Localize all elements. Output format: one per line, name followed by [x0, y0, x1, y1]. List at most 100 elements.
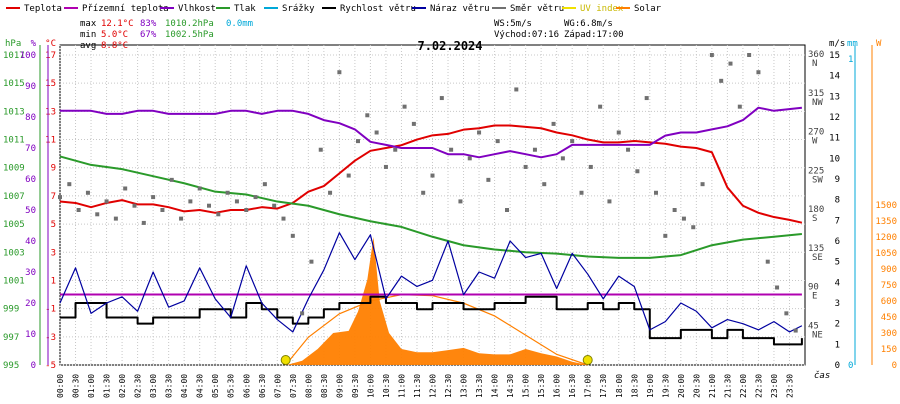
- pct-tick-label: 60: [25, 175, 36, 185]
- w-tick-label: 1050: [875, 249, 897, 259]
- time-tick-label: 23:30: [785, 374, 794, 398]
- stat-max-hum: 83%: [140, 19, 157, 29]
- wind-direction-point: [356, 139, 360, 144]
- time-tick-label: 04:00: [180, 374, 189, 398]
- wind-direction-point: [486, 177, 491, 182]
- dir-tick-label: 45: [808, 321, 819, 331]
- wind-direction-point: [570, 139, 575, 144]
- time-tick-label: 12:00: [429, 374, 438, 398]
- hpa-unit-label: hPa: [5, 39, 21, 49]
- wind-direction-point: [514, 87, 519, 92]
- time-tick-label: 07:30: [289, 374, 298, 398]
- c-tick-label: 9: [51, 164, 56, 174]
- legend-label: Přízemní teplota: [82, 4, 169, 14]
- time-tick-label: 20:30: [692, 374, 701, 398]
- c-tick-label: -5: [45, 361, 56, 371]
- wind-direction-point: [328, 190, 333, 195]
- wind-direction-point: [598, 104, 603, 109]
- wind-direction-point: [542, 182, 547, 187]
- time-tick-label: 03:30: [165, 374, 174, 398]
- legend-label: Srážky: [282, 4, 315, 14]
- wind-direction-point: [691, 225, 696, 230]
- wind-direction-point: [179, 216, 184, 221]
- time-tick-label: 14:30: [506, 374, 515, 398]
- legend-label: UV index: [580, 4, 624, 14]
- stat-max-temp: 12.1°C: [101, 19, 134, 29]
- wind-direction-point: [709, 53, 714, 57]
- time-tick-label: 03:00: [149, 374, 158, 398]
- time-tick-label: 16:30: [568, 374, 577, 398]
- time-tick-label: 18:30: [630, 374, 639, 398]
- dir-tick-label: 315: [808, 89, 824, 99]
- time-tick-label: 22:00: [739, 374, 748, 398]
- dir-name-label: S: [812, 214, 817, 224]
- wind-direction-point: [635, 169, 640, 174]
- wind-direction-point: [58, 195, 62, 200]
- hpa-tick-label: 995: [3, 361, 19, 371]
- w-tick-label: 0: [892, 361, 897, 371]
- w-tick-label: 150: [881, 345, 897, 355]
- legend-label: Náraz větru: [430, 4, 490, 14]
- wind-direction-point: [560, 156, 565, 161]
- pct-tick-label: 80: [25, 113, 36, 123]
- w-tick-label: 900: [881, 265, 897, 275]
- wind-direction-point: [439, 96, 444, 101]
- dir-tick-label: 270: [808, 128, 824, 138]
- pct-tick-label: 40: [25, 237, 36, 247]
- wind-direction-point: [495, 139, 500, 144]
- wind-direction-point: [141, 220, 146, 225]
- time-tick-label: 15:30: [537, 374, 546, 398]
- time-tick-label: 02:00: [118, 374, 127, 398]
- wind-direction-point: [188, 199, 193, 204]
- stat-max-press: 1010.2hPa: [165, 19, 214, 29]
- time-tick-label: 00:30: [72, 374, 81, 398]
- wind-direction-point: [523, 164, 528, 169]
- solar-area: [286, 237, 588, 365]
- wind-direction-point: [160, 208, 165, 212]
- dir-name-label: E: [812, 292, 817, 302]
- ms-tick-label: 5: [835, 258, 840, 268]
- c-tick-label: -3: [45, 333, 56, 343]
- wind-direction-point: [197, 186, 202, 191]
- wind-direction-point: [532, 147, 537, 152]
- hpa-tick-label: 1011: [3, 136, 25, 146]
- grid: [59, 44, 806, 366]
- dir-name-label: NW: [812, 98, 823, 108]
- wind-direction-point: [383, 164, 388, 169]
- dir-tick-label: 90: [808, 283, 819, 293]
- time-tick-label: 01:00: [87, 374, 96, 398]
- time-tick-label: 10:00: [366, 374, 375, 398]
- hpa-tick-label: 1007: [3, 192, 25, 202]
- pct-tick-label: 90: [25, 82, 36, 92]
- wind-direction-point: [505, 208, 509, 212]
- wind-direction-point: [262, 182, 267, 187]
- time-tick-label: 17:30: [599, 374, 608, 398]
- wind-direction-point: [234, 199, 239, 204]
- c-tick-label: 17: [45, 51, 56, 61]
- ms-tick-label: 14: [829, 72, 840, 82]
- time-tick-label: 17:00: [584, 374, 593, 398]
- ms-tick-label: 6: [835, 237, 840, 247]
- w-tick-label: 300: [881, 329, 897, 339]
- pct-tick-label: 10: [25, 330, 36, 340]
- w-tick-label: 1350: [875, 217, 897, 227]
- c-tick-label: -1: [45, 305, 56, 315]
- wind-direction-point: [309, 259, 314, 264]
- wind-direction-point: [207, 203, 211, 208]
- stat-avg-label: avg: [80, 41, 96, 51]
- wind-direction-point: [346, 173, 351, 178]
- c-tick-label: 7: [51, 192, 56, 202]
- series-line-vlhkost: [60, 106, 803, 159]
- dir-name-label: NE: [812, 330, 823, 340]
- w-tick-label: 750: [881, 281, 897, 291]
- hpa-tick-label: 1005: [3, 220, 25, 230]
- hpa-tick-label: 997: [3, 333, 19, 343]
- time-tick-label: 15:00: [522, 374, 531, 398]
- wind-direction-point: [700, 182, 705, 187]
- time-tick-label: 09:30: [351, 374, 360, 398]
- time-tick-label: 16:00: [553, 374, 562, 398]
- pct-tick-label: 50: [25, 206, 36, 216]
- wind-direction-point: [393, 147, 398, 152]
- ms-tick-label: 0: [835, 361, 840, 371]
